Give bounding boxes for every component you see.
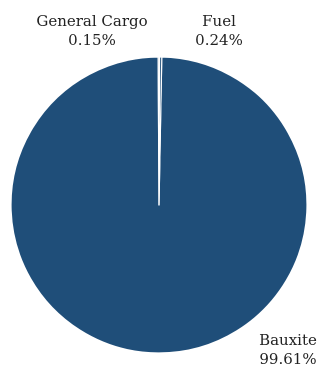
label-fuel: Fuel 0.24% xyxy=(195,12,243,49)
slice-fuel xyxy=(158,56,163,206)
pie-slices xyxy=(10,56,308,354)
label-bauxite-value: 99.61% xyxy=(259,350,316,368)
label-general-cargo-name: General Cargo xyxy=(36,12,147,30)
label-bauxite-name: Bauxite xyxy=(259,331,317,349)
label-fuel-value: 0.24% xyxy=(195,31,243,49)
label-general-cargo-value: 0.15% xyxy=(68,31,116,49)
label-fuel-name: Fuel xyxy=(202,12,236,30)
label-bauxite: Bauxite 99.61% xyxy=(259,331,317,368)
label-general-cargo: General Cargo 0.15% xyxy=(36,12,147,49)
